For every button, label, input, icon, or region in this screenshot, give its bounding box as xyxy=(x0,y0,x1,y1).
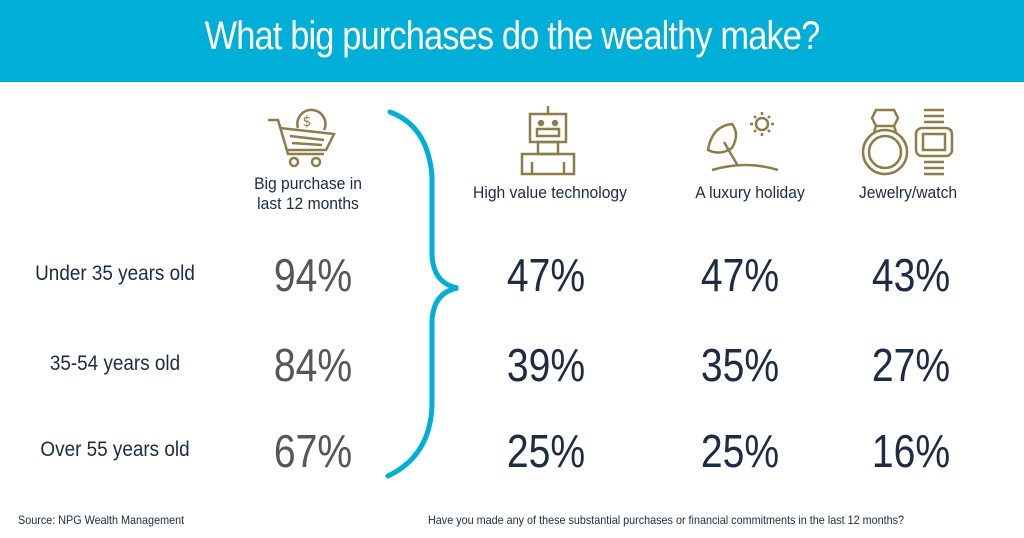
source-note: Source: NPG Wealth Management xyxy=(18,513,185,527)
value-35-54-jewelry: 27% xyxy=(871,339,951,391)
value-under35-jewelry: 43% xyxy=(871,249,951,301)
survey-question: Have you made any of these substantial p… xyxy=(428,513,905,527)
value-35-54-big-purchase: 84% xyxy=(273,339,353,391)
svg-text:$: $ xyxy=(303,114,312,130)
value-over55-jewelry: 16% xyxy=(871,425,951,477)
shopping-cart-dollar-icon: $ xyxy=(268,108,336,168)
value-under35-big-purchase: 94% xyxy=(273,249,353,301)
column-header-big-purchase: Big purchase in last 12 months xyxy=(244,174,373,214)
value-over55-technology: 25% xyxy=(506,425,586,477)
row-label-over-55: Over 55 years old xyxy=(40,438,190,461)
row-label-35-54: 35-54 years old xyxy=(49,352,181,375)
curly-brace xyxy=(385,109,459,479)
column-header-line2: last 12 months xyxy=(257,194,359,213)
column-header-holiday: A luxury holiday xyxy=(695,183,805,202)
column-header-jewelry: Jewelry/watch xyxy=(858,183,958,202)
column-header-line1: Big purchase in xyxy=(254,174,362,193)
value-under35-technology: 47% xyxy=(506,249,586,301)
robot-icon xyxy=(520,106,576,176)
value-under35-holiday: 47% xyxy=(700,249,780,301)
value-over55-holiday: 25% xyxy=(700,425,780,477)
column-header-technology: High value technology xyxy=(473,183,627,202)
ring-watch-icon xyxy=(861,108,954,176)
value-35-54-technology: 39% xyxy=(506,339,586,391)
value-35-54-holiday: 35% xyxy=(700,339,780,391)
page-title: What big purchases do the wealthy make? xyxy=(204,14,821,58)
title-banner: What big purchases do the wealthy make? xyxy=(0,0,1024,82)
row-label-under-35: Under 35 years old xyxy=(35,262,195,285)
value-over55-big-purchase: 67% xyxy=(273,425,353,477)
beach-umbrella-sun-icon xyxy=(706,112,779,172)
